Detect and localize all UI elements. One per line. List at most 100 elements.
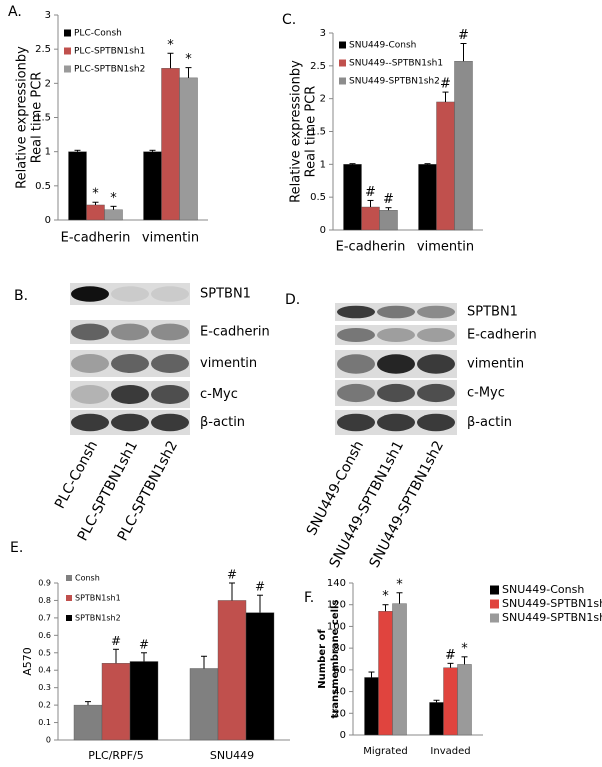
y-tick-label: 0 (320, 225, 326, 236)
legend-label: SPTBN1sh2 (75, 614, 121, 623)
band-label: vimentin (467, 357, 524, 372)
bar (379, 210, 398, 231)
x-tick-label: vimentin (142, 231, 199, 246)
blot-band (377, 305, 415, 319)
y-tick-label: 0.8 (38, 596, 51, 605)
annotation: # (255, 580, 265, 594)
lane-label: SNU449-SPTBN1sh2 (367, 438, 447, 570)
band-label: c-Myc (200, 387, 238, 402)
y-tick-label: 0.4 (38, 666, 51, 675)
y-tick-label: 80 (333, 643, 346, 654)
blot-band (111, 413, 149, 432)
bar (129, 661, 159, 741)
x-tick-label: Migrated (363, 746, 407, 757)
blot-band (151, 413, 189, 432)
blot-band (417, 328, 455, 342)
band-label: β-actin (467, 415, 512, 430)
bar (68, 151, 87, 221)
bar (443, 667, 458, 736)
band-label: SPTBN1 (467, 305, 518, 320)
blot-band (71, 323, 109, 341)
y-tick-label: 2 (45, 78, 51, 89)
y-tick-label: 0.5 (35, 181, 51, 192)
blot-band (71, 354, 109, 373)
annotation: # (440, 77, 451, 92)
y-tick-label: 20 (333, 708, 346, 719)
blot-band (417, 383, 455, 403)
y-tick-label: 1 (320, 159, 326, 170)
legend-label: SPTBN1sh1 (75, 594, 121, 603)
blot-band (71, 385, 109, 404)
y-tick-label: 0.7 (38, 613, 51, 622)
band-label: c-Myc (467, 386, 505, 401)
y-tick-label: 3 (45, 10, 51, 21)
y-tick-label: 1 (45, 147, 51, 158)
blot-band (337, 383, 375, 403)
y-tick-label: 100 (327, 621, 346, 632)
x-tick-label: PLC/RPF/5 (88, 749, 143, 762)
lane-label: SNU449-SPTBN1sh1 (327, 438, 407, 570)
bar (245, 612, 275, 741)
y-tick-label: 60 (333, 665, 346, 676)
blot-band (111, 286, 149, 302)
y-tick-label: 1.5 (35, 113, 51, 124)
y-tick-label: 2 (320, 94, 326, 105)
legend-swatch (64, 29, 71, 37)
annotation: * (185, 52, 192, 67)
y-axis-label: A570 (21, 647, 34, 676)
bar (101, 663, 131, 741)
y-axis-label: transmembrane cells (330, 600, 341, 719)
bar (392, 603, 407, 736)
legend-label: SNU449-SPTBN1sh1 (502, 597, 602, 610)
blot-band (377, 383, 415, 403)
blot-band (377, 354, 415, 374)
bar (217, 600, 247, 741)
blot-band (71, 286, 109, 302)
bar (454, 61, 473, 231)
bar (179, 77, 198, 221)
blot-band (71, 413, 109, 432)
legend-swatch (339, 77, 346, 85)
annotation: * (382, 589, 389, 604)
y-tick-label: 0.1 (38, 718, 51, 727)
x-tick-label: vimentin (417, 240, 474, 255)
legend-label: PLC-SPTBN1sh1 (74, 47, 145, 57)
bar (378, 611, 393, 736)
legend-label: SNU449-Consh (502, 583, 584, 596)
y-tick-label: 140 (327, 578, 346, 589)
blot-band (377, 413, 415, 432)
blot-band (337, 328, 375, 342)
bar (418, 164, 437, 231)
panel-label: F. (304, 590, 314, 606)
bar (189, 668, 219, 741)
blot-band (111, 354, 149, 373)
y-tick-label: 120 (327, 600, 346, 611)
y-tick-label: 40 (333, 687, 346, 698)
annotation: * (167, 38, 174, 53)
blot-band (337, 305, 375, 319)
legend-label: SNU449-Consh (349, 41, 416, 51)
blot-band (417, 413, 455, 432)
y-tick-label: 2.5 (310, 61, 326, 72)
annotation: * (396, 577, 403, 592)
annotation: * (110, 191, 117, 206)
blot-band (111, 385, 149, 404)
bar (73, 704, 103, 741)
panel-label: A. (8, 4, 22, 20)
y-tick-label: 1.5 (310, 127, 326, 138)
blot-band (377, 328, 415, 342)
annotation: # (139, 637, 149, 651)
y-axis-label: Real time PCR (30, 72, 45, 164)
band-label: β-actin (200, 415, 245, 430)
legend-label: SNU449-SPTBN1sh2 (349, 77, 440, 87)
y-tick-label: 0.9 (38, 579, 51, 588)
y-tick-label: 0.3 (38, 683, 51, 692)
annotation: # (227, 568, 237, 582)
bar (161, 68, 180, 221)
blot-band (337, 413, 375, 432)
bar (143, 151, 162, 221)
blot-band (151, 286, 189, 302)
blot-band (417, 305, 455, 319)
x-tick-label: E-cadherin (61, 231, 131, 246)
